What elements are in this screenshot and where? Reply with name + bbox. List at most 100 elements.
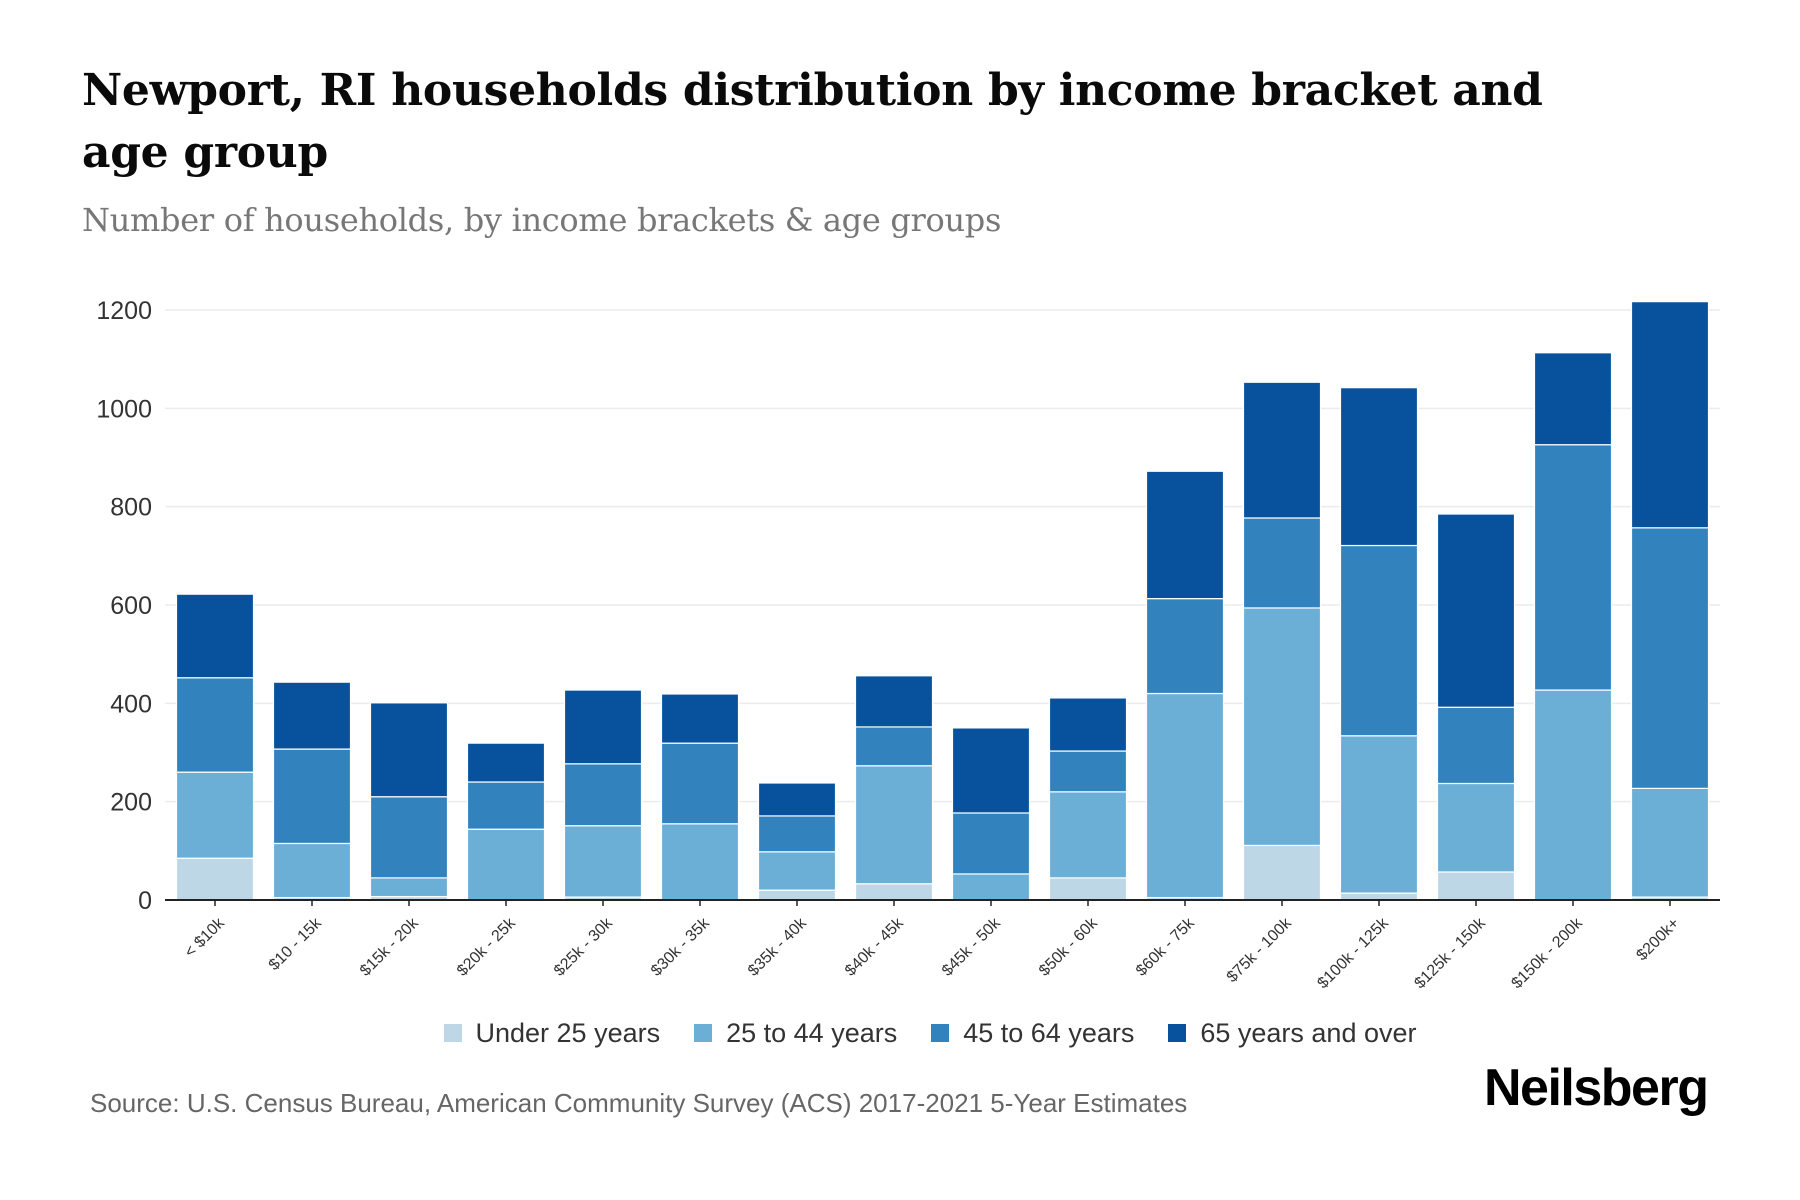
legend-swatch-icon: [1168, 1024, 1187, 1042]
bar-stack: [175, 593, 255, 901]
legend-swatch-icon: [931, 1024, 950, 1042]
bar-segment-25-to-44-years: [854, 765, 934, 885]
bar-segment-65-years-and-over: [466, 742, 546, 783]
bar-segment-25-to-44-years: [1436, 782, 1516, 873]
bar-segment-65-years-and-over: [1630, 301, 1710, 529]
bar-stack: [272, 681, 352, 901]
bar-stack: [951, 727, 1031, 901]
x-tick-label: $40k - 45k: [842, 914, 908, 980]
bar-segment-65-years-and-over: [660, 693, 740, 744]
bar-segment-25-to-44-years: [369, 877, 449, 898]
x-tick-label: $15k - 20k: [357, 914, 423, 980]
bar-stack: [757, 782, 837, 901]
source-note: Source: U.S. Census Bureau, American Com…: [90, 1088, 1188, 1118]
bar-segment-45-to-64-years: [951, 812, 1031, 875]
bar-segment-under-25-years: [1339, 892, 1419, 901]
bar-stack: [1145, 470, 1225, 901]
bar-segment-65-years-and-over: [757, 782, 837, 817]
bar-segment-under-25-years: [1048, 877, 1128, 901]
neilsberg-logo: Neilsberg: [1484, 1059, 1709, 1117]
bar-segment-65-years-and-over: [1145, 470, 1225, 600]
bar-segment-65-years-and-over: [1048, 697, 1128, 752]
bar-segment-45-to-64-years: [660, 742, 740, 825]
x-tick-label: $100k - 125k: [1314, 914, 1392, 992]
legend-item: 45 to 64 years: [931, 1018, 1134, 1049]
y-tick-label: 600: [110, 592, 152, 620]
legend-label: 45 to 64 years: [963, 1017, 1135, 1048]
bar-segment-25-to-44-years: [272, 842, 352, 899]
stacked-bar-chart: 0 200 400 600 800 1000 1200 < $10k $10 - 15k $15…: [96, 297, 1720, 992]
bar-stack: [466, 742, 546, 901]
y-tick-label: 1000: [96, 395, 152, 423]
bar-segment-45-to-64-years: [1630, 527, 1710, 789]
bar-segment-45-to-64-years: [563, 763, 643, 827]
bar-segment-65-years-and-over: [369, 702, 449, 798]
bar-stack: [1630, 301, 1710, 901]
bar-segment-25-to-44-years: [951, 873, 1031, 901]
bar-segment-45-to-64-years: [175, 677, 255, 773]
legend-item: Under 25 years: [443, 1018, 660, 1049]
bar-segment-45-to-64-years: [757, 815, 837, 853]
legend-label: 25 to 44 years: [726, 1017, 898, 1048]
x-tick-label: $50k - 60k: [1036, 914, 1102, 980]
bar-segment-25-to-44-years: [757, 851, 837, 891]
x-tick-label: $150k - 200k: [1508, 914, 1586, 992]
x-tick-label: $200k+: [1633, 915, 1682, 964]
bar-segment-45-to-64-years: [1145, 598, 1225, 695]
bar-segment-under-25-years: [175, 857, 255, 901]
bars: [175, 301, 1710, 901]
bar-segment-65-years-and-over: [854, 675, 934, 728]
legend-item: 25 to 44 years: [694, 1018, 897, 1049]
bar-segment-65-years-and-over: [1242, 381, 1322, 519]
chart-subtitle: Number of households, by income brackets…: [82, 201, 1002, 239]
x-tick-label: $125k - 150k: [1411, 914, 1489, 992]
bar-segment-25-to-44-years: [175, 771, 255, 859]
bar-stack: [1048, 697, 1128, 901]
bar-segment-25-to-44-years: [1242, 607, 1322, 847]
bar-stack: [1436, 513, 1516, 901]
bar-segment-25-to-44-years: [660, 823, 740, 901]
bar-stack: [854, 675, 934, 901]
bar-stack: [369, 702, 449, 901]
bar-segment-45-to-64-years: [1533, 444, 1613, 691]
legend-swatch-icon: [694, 1024, 713, 1042]
bar-segment-65-years-and-over: [951, 727, 1031, 814]
x-tick-label: < $10k: [182, 914, 229, 961]
y-tick-label: 400: [110, 690, 152, 718]
bar-segment-under-25-years: [1242, 844, 1322, 901]
x-tick-label: $35k - 40k: [745, 914, 811, 980]
bar-segment-under-25-years: [757, 889, 837, 901]
x-tick-label: $10 - 15k: [266, 914, 326, 974]
x-axis-ticks: < $10k $10 - 15k $15k - 20k $20k - 25k $25k …: [182, 900, 1683, 992]
chart-title: Newport, RI households distribution by i…: [82, 65, 1543, 178]
bar-segment-45-to-64-years: [1436, 706, 1516, 785]
bar-stack: [1242, 381, 1322, 901]
x-tick-label: $75k - 100k: [1224, 914, 1296, 986]
x-tick-label: $20k - 25k: [454, 914, 520, 980]
bar-segment-25-to-44-years: [1145, 692, 1225, 899]
bar-segment-25-to-44-years: [1533, 689, 1613, 901]
x-tick-label: $45k - 50k: [939, 914, 1005, 980]
bar-segment-45-to-64-years: [854, 726, 934, 767]
y-tick-label: 800: [110, 494, 152, 522]
bar-segment-65-years-and-over: [175, 593, 255, 679]
bar-segment-45-to-64-years: [1242, 517, 1322, 609]
bar-segment-45-to-64-years: [1048, 750, 1128, 793]
bar-stack: [563, 689, 643, 901]
bar-segment-65-years-and-over: [272, 681, 352, 750]
legend: Under 25 years 25 to 44 years 45 to 64 yea…: [0, 1013, 1800, 1053]
legend-swatch-icon: [443, 1024, 462, 1042]
bar-segment-65-years-and-over: [1339, 387, 1419, 547]
bar-stack: [1339, 387, 1419, 901]
bar-segment-25-to-44-years: [563, 825, 643, 898]
x-tick-label: $60k - 75k: [1133, 914, 1199, 980]
y-axis-ticks: 0 200 400 600 800 1000 1200: [96, 297, 152, 915]
bar-segment-65-years-and-over: [1533, 352, 1613, 446]
bar-segment-25-to-44-years: [1339, 735, 1419, 894]
x-tick-label: $30k - 35k: [648, 914, 714, 980]
bar-segment-under-25-years: [854, 883, 934, 901]
bar-stack: [1533, 352, 1613, 901]
bar-segment-45-to-64-years: [369, 796, 449, 879]
legend-label: 65 years and over: [1200, 1017, 1417, 1048]
y-tick-label: 1200: [96, 297, 152, 325]
